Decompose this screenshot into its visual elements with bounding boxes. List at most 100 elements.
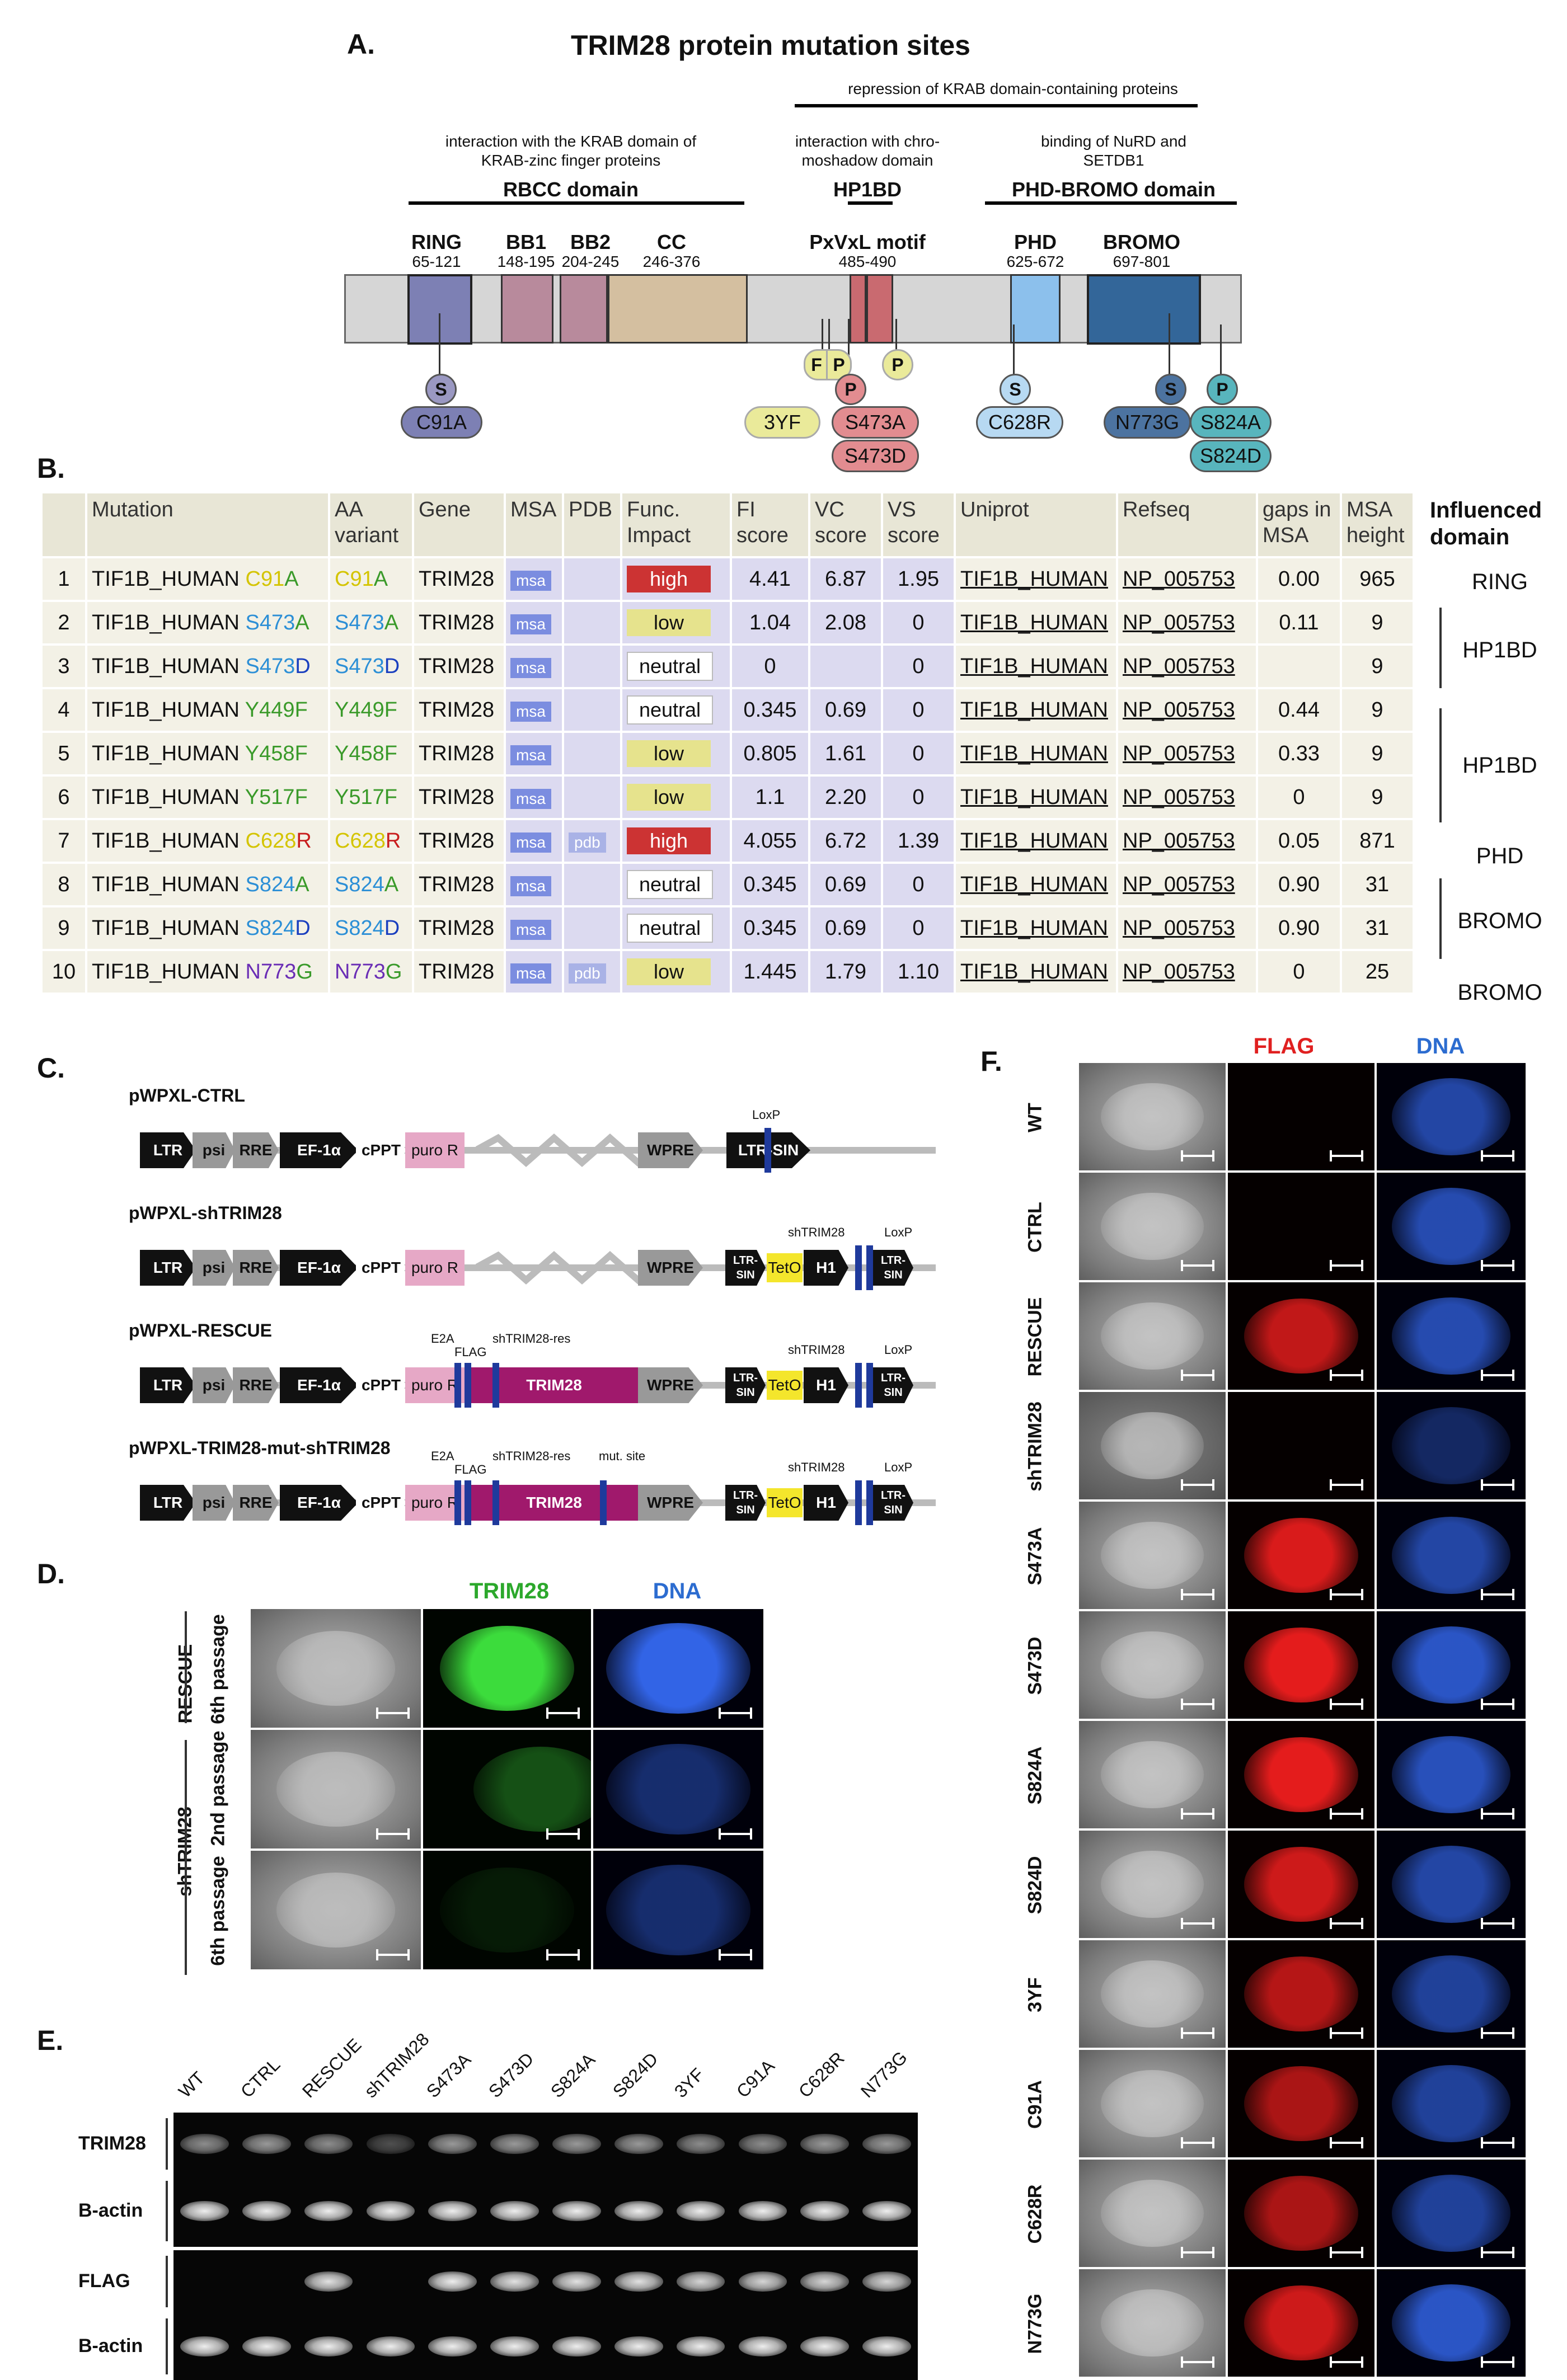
uniprot-link[interactable]: TIF1B_HUMAN [960, 785, 1108, 809]
rre-element: RRE [233, 1250, 279, 1286]
msa-link[interactable]: msa [510, 701, 551, 722]
col-vc-score: VC score [810, 493, 881, 556]
uniprot-link[interactable]: TIF1B_HUMAN [960, 959, 1108, 984]
mutation-from-aa: N [245, 959, 261, 984]
cell-colony [1391, 2064, 1511, 2143]
stem-phd [1013, 324, 1015, 378]
uniprot-link[interactable]: TIF1B_HUMAN [960, 698, 1108, 722]
scale-bar [1181, 1808, 1214, 1819]
hp1bd-bar [848, 201, 893, 205]
flag-stain-image [1228, 1940, 1374, 2048]
scale-bar [1481, 1370, 1514, 1381]
uniprot-link[interactable]: TIF1B_HUMAN [960, 916, 1108, 940]
trim28-insert: TRIM28 [465, 1485, 644, 1521]
msa-link[interactable]: msa [510, 788, 551, 809]
refseq-link[interactable]: NP_005753 [1123, 741, 1235, 765]
gene-cell: TRIM28 [414, 820, 504, 862]
scale-bar [1181, 1150, 1214, 1161]
refseq-link[interactable]: NP_005753 [1123, 610, 1235, 634]
msa-link[interactable]: msa [510, 919, 551, 940]
col-mutation: Mutation [87, 493, 328, 556]
refseq-link[interactable]: NP_005753 [1123, 916, 1235, 940]
lane-label: N773G [856, 2047, 911, 2102]
variant-position: 824 [349, 916, 384, 940]
refseq-link[interactable]: NP_005753 [1123, 959, 1235, 984]
shtrim28-label: shTRIM28 [788, 1343, 845, 1357]
rre-element: RRE [233, 1367, 279, 1403]
refseq-link[interactable]: NP_005753 [1123, 654, 1235, 678]
aa-variant-cell: N773G [330, 951, 412, 993]
pdb-cell [564, 777, 620, 818]
refseq-link[interactable]: NP_005753 [1123, 785, 1235, 809]
pxvxl-box [850, 274, 893, 344]
msa-link[interactable]: msa [510, 614, 551, 634]
aa-variant-cell: S473D [330, 646, 412, 687]
blot-band [614, 2134, 663, 2154]
msa-link[interactable]: msa [510, 745, 551, 765]
row-index: 9 [43, 907, 85, 949]
domain-bb2-name: BB2 [570, 231, 611, 253]
msa-link[interactable]: msa [510, 963, 551, 984]
refseq-link[interactable]: NP_005753 [1123, 829, 1235, 853]
lane-label: RESCUE [298, 2034, 365, 2102]
refseq-link[interactable]: NP_005753 [1123, 872, 1235, 896]
aa-variant-cell: Y517F [330, 777, 412, 818]
ltr-sin-element: LTR- SIN [873, 1485, 913, 1521]
cell-colony [276, 1752, 396, 1827]
e2a-label: E2A [431, 1332, 454, 1346]
uniprot-cell: TIF1B_HUMAN [956, 646, 1116, 687]
msa-link[interactable]: msa [510, 657, 551, 678]
pdb-cell [564, 602, 620, 643]
refseq-link[interactable]: NP_005753 [1123, 698, 1235, 722]
gaps-cell: 0 [1258, 777, 1340, 818]
cell-colony [276, 1631, 396, 1706]
uniprot-cell: TIF1B_HUMAN [956, 558, 1116, 600]
blot-band [738, 2201, 787, 2221]
sumo-marker-bromo: S [1155, 374, 1186, 405]
col-uniprot: Uniprot [956, 493, 1116, 556]
blot-band [428, 2271, 477, 2292]
trim28-insert: TRIM28 [465, 1367, 644, 1403]
impact-badge: high [627, 827, 711, 854]
domain-bb2-range: 204-245 [561, 253, 620, 270]
loxp-site [764, 1128, 771, 1173]
variant-to-aa: F [384, 785, 397, 809]
bracket-bromo [1439, 878, 1442, 959]
cell-colony [1101, 2289, 1204, 2357]
gene-cell: TRIM28 [414, 864, 504, 905]
blot-band [490, 2271, 539, 2292]
cell-colony [1391, 2284, 1511, 2362]
dna-stain-image [1377, 1392, 1526, 1499]
uniprot-cell: TIF1B_HUMAN [956, 689, 1116, 731]
fi-score-cell: 1.1 [732, 777, 808, 818]
lane-label: CTRL [236, 2054, 284, 2102]
panel-f-row-label: S824D [1024, 1856, 1046, 1915]
mutation-to-aa: A [295, 872, 309, 896]
cell-colony [1101, 1302, 1204, 1370]
col-func-impact: Func. Impact [622, 493, 730, 556]
cell-colony [1101, 1631, 1204, 1699]
scale-bar [1330, 1479, 1363, 1490]
pdb-link[interactable]: pdb [569, 832, 606, 853]
pdb-link[interactable]: pdb [569, 963, 606, 984]
refseq-link[interactable]: NP_005753 [1123, 567, 1235, 591]
msa-link[interactable]: msa [510, 570, 551, 591]
uniprot-link[interactable]: TIF1B_HUMAN [960, 567, 1108, 591]
uniprot-link[interactable]: TIF1B_HUMAN [960, 829, 1108, 853]
uniprot-link[interactable]: TIF1B_HUMAN [960, 610, 1108, 634]
uniprot-link[interactable]: TIF1B_HUMAN [960, 654, 1108, 678]
msa-link[interactable]: msa [510, 876, 551, 896]
uniprot-link[interactable]: TIF1B_HUMAN [960, 872, 1108, 896]
col-refseq: Refseq [1118, 493, 1256, 556]
phospho-marker-f: F [804, 349, 829, 380]
uniprot-link[interactable]: TIF1B_HUMAN [960, 741, 1108, 765]
dna-stain-image [1377, 2160, 1526, 2267]
blot-band [242, 2201, 291, 2221]
phospho-marker-p-yf: P [882, 349, 913, 380]
ef1a-promoter: EF-1α [280, 1132, 358, 1168]
vs-score-cell: 0 [883, 733, 954, 774]
msa-link[interactable]: msa [510, 832, 551, 853]
mutation-s824d: S824D [1190, 440, 1272, 472]
uniprot-cell: TIF1B_HUMAN [956, 864, 1116, 905]
msa-cell: msa [506, 733, 562, 774]
